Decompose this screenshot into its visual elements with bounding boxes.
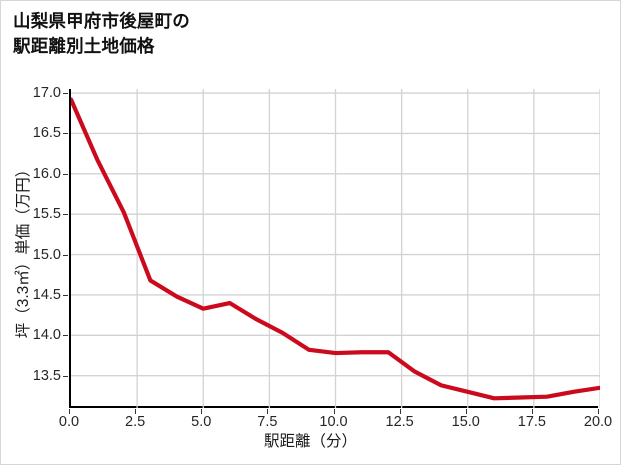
- x-tick-mark: [201, 409, 203, 414]
- data-line-series: [71, 97, 600, 401]
- x-axis-label: 駅距離（分）: [263, 433, 357, 450]
- y-tick-mark: [63, 375, 68, 377]
- x-tick-mark: [267, 409, 269, 414]
- y-tick-label: 17.0: [32, 85, 61, 102]
- x-tick-label: 12.5: [385, 414, 414, 430]
- y-tick-mark: [63, 173, 68, 175]
- x-tick-label: 5.0: [191, 414, 212, 430]
- x-tick-mark: [399, 409, 401, 414]
- plot-area: [69, 89, 600, 408]
- x-tick-label: 0.0: [58, 414, 80, 430]
- y-axis-label: 坪（3.3㎡）単価（万円）: [15, 161, 32, 339]
- y-tick-mark: [63, 133, 68, 135]
- x-tick-mark: [465, 409, 467, 414]
- y-tick-mark: [63, 254, 68, 256]
- x-tick-label: 17.5: [517, 414, 546, 430]
- y-tick-mark: [63, 335, 68, 337]
- x-tick-label: 10.0: [319, 414, 348, 430]
- x-tick-mark: [69, 409, 70, 414]
- x-tick-label: 7.5: [257, 414, 278, 430]
- x-tick-mark: [598, 409, 599, 414]
- y-tick-mark: [63, 294, 68, 296]
- chart-title: 山梨県甲府市後屋町の 駅距離別土地価格: [13, 11, 190, 56]
- y-tick-mark: [63, 93, 68, 95]
- x-tick-label: 20.0: [583, 414, 613, 430]
- x-tick-label: 2.5: [125, 414, 146, 430]
- x-tick-mark: [333, 409, 335, 414]
- gridlines: [71, 89, 600, 408]
- y-tick-mark: [63, 214, 68, 216]
- x-tick-mark: [135, 409, 137, 414]
- x-tick-mark: [531, 409, 533, 414]
- x-tick-label: 15.0: [451, 414, 480, 430]
